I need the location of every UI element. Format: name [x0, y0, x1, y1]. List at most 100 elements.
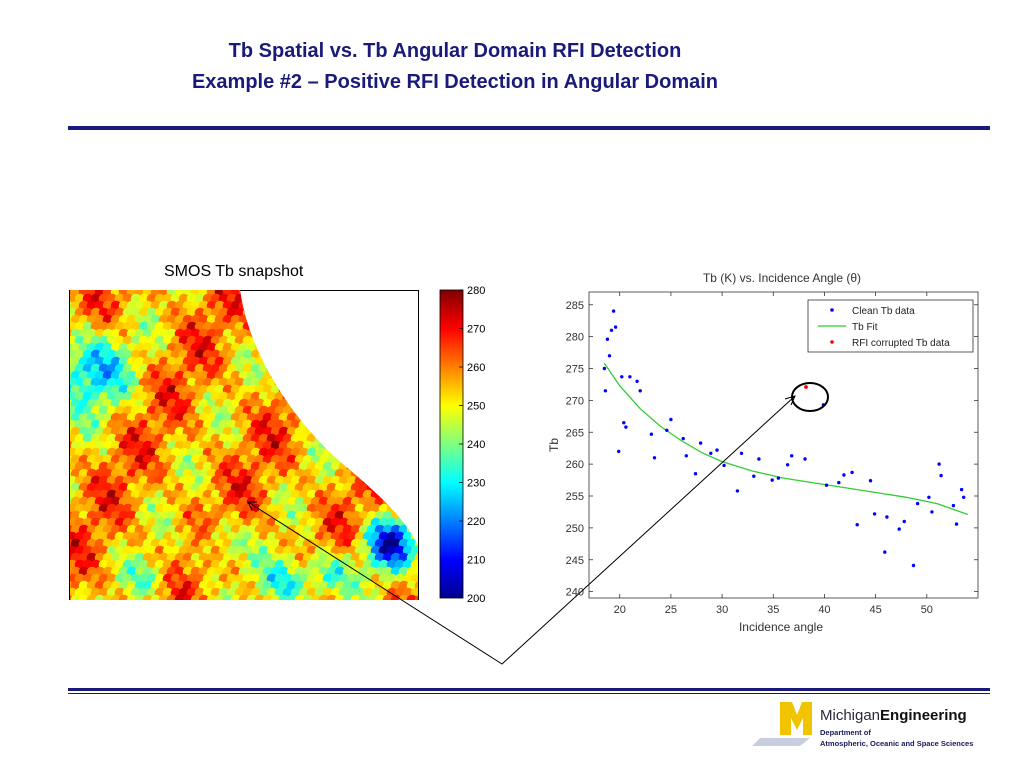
- clean-tb-point: [902, 519, 906, 524]
- heatmap-cell: [262, 314, 274, 326]
- heatmap-cell: [347, 602, 358, 613]
- clean-tb-point: [635, 379, 639, 383]
- heatmap-cell: [330, 419, 342, 431]
- heatmap-cell: [354, 433, 366, 445]
- heatmap-cell: [338, 293, 350, 305]
- logo-dept-line1: Department of: [820, 728, 871, 737]
- heatmap-cell: [366, 342, 378, 354]
- heatmap-cell: [394, 377, 406, 389]
- title-divider: [68, 126, 990, 130]
- heatmap-cell: [410, 503, 418, 515]
- heatmap-cell: [354, 363, 366, 375]
- heatmap-cell: [371, 602, 382, 613]
- slide-title-line1: Tb Spatial vs. Tb Angular Domain RFI Det…: [228, 40, 682, 62]
- heatmap-cell: [366, 384, 378, 396]
- heatmap-cell: [246, 290, 258, 298]
- heatmap-cell: [262, 290, 274, 298]
- heatmap-cell: [414, 426, 418, 438]
- heatmap-cell: [267, 602, 278, 613]
- heatmap-cell: [246, 300, 258, 312]
- heatmap-cell: [370, 363, 382, 375]
- heatmap-cell: [326, 300, 338, 312]
- clean-tb-point: [628, 375, 632, 379]
- y-tick-label: 280: [566, 332, 584, 344]
- heatmap-cell: [419, 532, 430, 543]
- heatmap-cell: [378, 293, 390, 305]
- heatmap-cell: [406, 496, 418, 508]
- heatmap-cell: [398, 440, 410, 452]
- clean-tb-point: [620, 375, 624, 379]
- heatmap-cell: [291, 602, 302, 613]
- heatmap-cell: [302, 342, 314, 354]
- heatmap-cell: [402, 489, 414, 501]
- x-axis-label: Incidence angle: [739, 620, 823, 634]
- heatmap-cell: [306, 377, 318, 389]
- heatmap-cell: [374, 440, 386, 452]
- heatmap-cell: [382, 384, 394, 396]
- x-tick-label: 45: [870, 604, 882, 616]
- heatmap-cell: [398, 496, 410, 508]
- heatmap-cell: [254, 290, 266, 298]
- heatmap-cell: [410, 461, 418, 473]
- heatmap-cell: [394, 433, 406, 445]
- clean-tb-point: [752, 474, 756, 478]
- clean-tb-point: [911, 563, 916, 568]
- heatmap-cell: [419, 378, 430, 389]
- heatmap-cell: [362, 349, 374, 361]
- heatmap-cell: [394, 293, 406, 305]
- clean-tb-point: [770, 478, 774, 482]
- heatmap-cell: [398, 454, 410, 466]
- heatmap-cell: [419, 476, 430, 487]
- heatmap-cell: [354, 293, 366, 305]
- colorbar-tick-label: 200: [467, 593, 485, 605]
- heatmap-cell: [310, 290, 322, 298]
- heatmap-cell: [326, 412, 338, 424]
- heatmap-cell: [398, 328, 410, 340]
- heatmap-cell: [322, 433, 334, 445]
- clean-tb-point: [937, 462, 941, 466]
- heatmap-cell: [390, 412, 402, 424]
- heatmap-cell: [362, 377, 374, 389]
- heatmap-cell: [366, 290, 378, 298]
- heatmap-cell: [370, 475, 382, 487]
- heatmap-cell: [390, 496, 402, 508]
- heatmap-cell: [211, 602, 222, 613]
- heatmap-cell: [414, 496, 418, 508]
- heatmap-cell: [374, 426, 386, 438]
- heatmap-cell: [406, 328, 418, 340]
- heatmap-cell: [330, 321, 342, 333]
- heatmap-cell: [366, 328, 378, 340]
- heatmap-cell: [390, 342, 402, 354]
- y-tick-label: 275: [566, 364, 584, 376]
- heatmap-cell: [419, 420, 430, 431]
- clean-tb-point: [785, 463, 790, 467]
- heatmap-cell: [419, 364, 430, 375]
- heatmap-cell: [338, 419, 350, 431]
- heatmap-cell: [334, 412, 346, 424]
- heatmap-cell: [131, 602, 142, 613]
- heatmap-cell: [350, 356, 362, 368]
- clean-tb-point: [681, 436, 685, 441]
- heatmap-cell: [294, 290, 306, 298]
- heatmap-cell: [382, 412, 394, 424]
- heatmap-cell: [374, 328, 386, 340]
- heatmap-cell: [394, 447, 406, 459]
- y-tick-label: 250: [566, 523, 584, 535]
- heatmap-cell: [398, 356, 410, 368]
- heatmap-cell: [282, 377, 294, 389]
- heatmap-cell: [270, 314, 282, 326]
- y-tick-label: 265: [566, 427, 584, 439]
- heatmap-cell: [346, 363, 358, 375]
- heatmap-cell: [302, 398, 314, 410]
- heatmap-cell: [286, 314, 298, 326]
- heatmap-cell: [350, 370, 362, 382]
- heatmap-cell: [386, 447, 398, 459]
- heatmap-cell: [406, 290, 418, 298]
- heatmap-cell: [366, 440, 378, 452]
- heatmap-cell: [390, 384, 402, 396]
- heatmap-cell: [326, 356, 338, 368]
- heatmap-cell: [354, 447, 366, 459]
- heatmap-cell: [262, 342, 274, 354]
- heatmap-cell: [366, 300, 378, 312]
- heatmap-cell: [290, 321, 302, 333]
